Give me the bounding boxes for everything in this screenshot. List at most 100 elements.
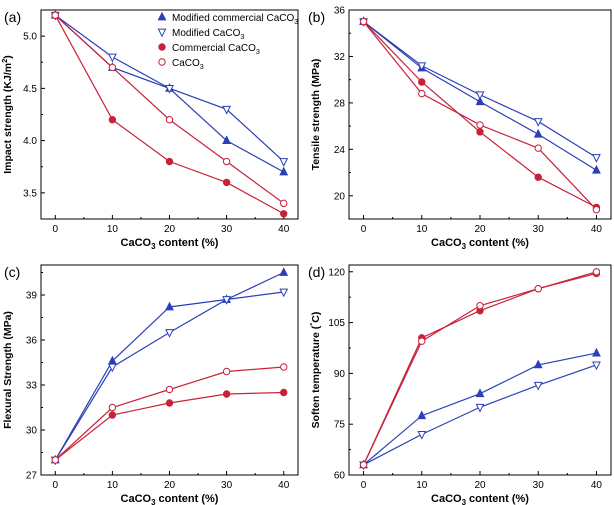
x-tick-label: 40 xyxy=(278,480,290,491)
x-tick-label: 10 xyxy=(107,224,119,235)
legend-label: CaCO3 xyxy=(172,58,204,71)
data-point xyxy=(475,388,485,398)
plot-frame xyxy=(40,264,299,476)
panel-label: (c) xyxy=(4,264,20,280)
data-point xyxy=(279,158,289,167)
x-tick-label: 40 xyxy=(278,224,290,235)
data-point xyxy=(279,166,289,176)
panel-label: (b) xyxy=(308,9,325,25)
series-3 xyxy=(51,363,288,464)
y-tick-label: 24 xyxy=(334,145,346,156)
y-tick-label: 30 xyxy=(26,426,38,437)
x-tick-label: 10 xyxy=(416,224,428,235)
panel-label: (a) xyxy=(4,9,21,25)
data-point xyxy=(359,17,368,26)
data-point xyxy=(107,53,117,63)
x-tick-label: 30 xyxy=(533,224,545,235)
data-point xyxy=(533,128,543,138)
data-point xyxy=(533,381,543,391)
data-point xyxy=(108,403,117,412)
data-point xyxy=(533,359,543,369)
data-point xyxy=(165,385,174,394)
legend-marker xyxy=(157,28,167,38)
chart-panel-c: (c) 0 10 20 30 40 27 30 33 36 39 CaCO3 content (%) F… xyxy=(2,264,299,505)
y-tick-label: 32 xyxy=(334,52,346,63)
series-0 xyxy=(50,267,289,464)
y-tick-label: 4.0 xyxy=(23,136,37,147)
x-tick-label: 0 xyxy=(361,480,367,491)
data-point xyxy=(165,84,174,94)
legend-marker xyxy=(157,11,167,21)
data-point xyxy=(165,116,174,124)
data-point xyxy=(165,329,174,338)
series-3 xyxy=(359,268,601,469)
legend-label: Modified commercial CaCO3 xyxy=(172,13,298,26)
legend-marker xyxy=(158,58,166,66)
x-tick-label: 20 xyxy=(474,224,486,235)
legend-marker xyxy=(158,43,166,51)
x-axis-label: CaCO3 content (%) xyxy=(431,493,529,505)
y-tick-label: 4.5 xyxy=(23,84,37,95)
x-tick-label: 0 xyxy=(52,224,58,235)
data-point xyxy=(476,128,484,136)
data-point xyxy=(533,118,543,127)
data-point xyxy=(165,399,174,407)
plot-frame xyxy=(40,9,299,220)
x-axis-label: CaCO3 content (%) xyxy=(431,237,529,251)
data-point xyxy=(534,285,542,293)
data-point xyxy=(222,135,232,145)
y-tick-label: 20 xyxy=(334,191,346,202)
y-axis-label: Tensile strength (MPa) xyxy=(310,59,322,171)
y-tick-label: 5.0 xyxy=(23,32,37,43)
series-line xyxy=(54,291,284,461)
x-tick-label: 30 xyxy=(533,480,545,491)
series-line xyxy=(363,364,597,466)
data-point xyxy=(108,63,117,72)
x-tick-label: 0 xyxy=(361,224,367,235)
data-point xyxy=(280,210,288,218)
y-tick-label: 27 xyxy=(26,471,38,482)
x-axis-label: CaCO3 content (%) xyxy=(121,237,219,251)
y-tick-label: 60 xyxy=(334,471,346,482)
data-point xyxy=(108,116,117,124)
chart-panel-d: (d) 0 10 20 30 40 60 75 90 105 120 CaCO3 content (%… xyxy=(308,264,612,505)
series-1 xyxy=(359,361,601,471)
data-point xyxy=(222,390,231,398)
data-point xyxy=(222,296,232,305)
data-point xyxy=(418,78,426,86)
chart-panel-a: (a) 0 10 20 30 40 3.5 4.0 4.5 5.0 CaCO3 content (%… xyxy=(0,9,299,251)
legend-label: Commercial CaCO3 xyxy=(172,43,260,56)
series-1 xyxy=(50,11,289,167)
chart-panel-b: (b) 0 10 20 30 40 20 24 28 32 36 CaCO3 content (%) T… xyxy=(308,6,612,251)
data-point xyxy=(592,268,601,276)
data-point xyxy=(222,157,231,166)
x-tick-label: 40 xyxy=(591,480,603,491)
data-point xyxy=(417,430,427,440)
data-point xyxy=(592,206,601,214)
data-point xyxy=(165,301,174,311)
data-point xyxy=(359,461,368,469)
legend-label: Modified CaCO3 xyxy=(172,28,244,41)
y-tick-label: 105 xyxy=(328,318,345,329)
y-tick-label: 75 xyxy=(334,420,346,431)
data-point xyxy=(418,337,426,345)
panel-label: (d) xyxy=(308,264,325,280)
x-tick-label: 20 xyxy=(164,224,176,235)
data-point xyxy=(476,121,484,129)
series-line xyxy=(363,21,597,158)
data-point xyxy=(51,456,59,464)
y-tick-label: 3.5 xyxy=(23,188,37,199)
x-tick-label: 30 xyxy=(221,480,233,491)
series-1 xyxy=(50,288,289,466)
data-point xyxy=(107,363,117,373)
x-axis-label: CaCO3 content (%) xyxy=(121,493,219,505)
series-3 xyxy=(51,11,288,208)
x-tick-label: 30 xyxy=(221,224,233,235)
legend: Modified commercial CaCO3 Modified CaCO3 C… xyxy=(157,11,298,71)
series-1 xyxy=(359,18,601,163)
y-tick-label: 33 xyxy=(26,381,38,392)
x-tick-label: 10 xyxy=(107,480,119,491)
y-axis-label: Soften temperature (°C) xyxy=(308,312,322,429)
y-tick-label: 39 xyxy=(26,291,38,302)
